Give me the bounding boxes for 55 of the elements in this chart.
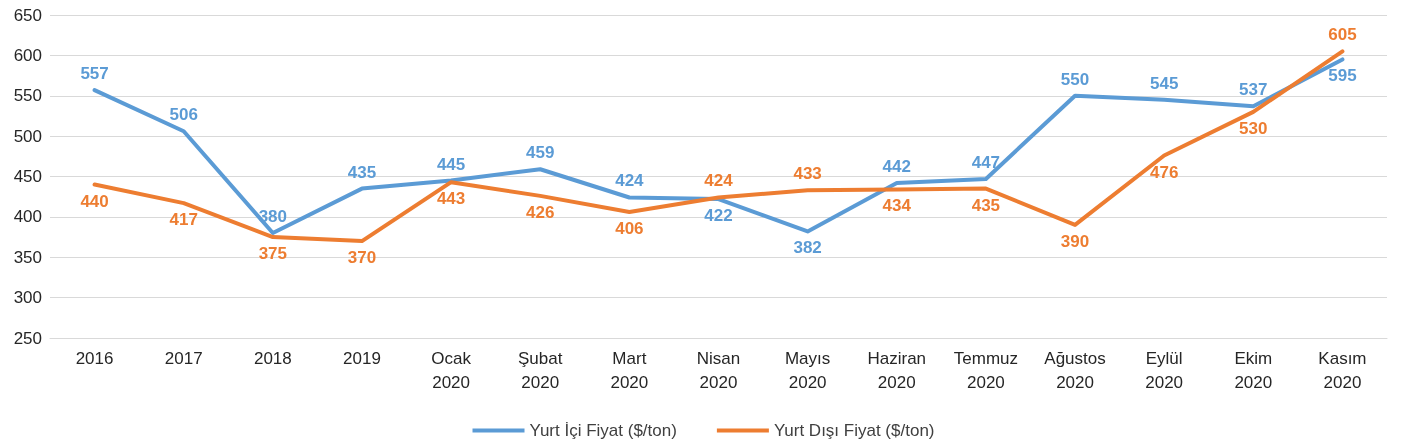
x-tick-label: Mayıs 2020 <box>784 348 831 392</box>
legend-label: Yurt Dışı Fiyat ($/ton) <box>773 421 935 440</box>
data-label: 435 <box>971 195 1001 215</box>
data-label: 476 <box>1149 162 1179 182</box>
data-label: 424 <box>615 171 645 191</box>
y-tick-label: 350 <box>13 247 42 267</box>
x-tick-label: Eylül 2020 <box>1145 348 1184 392</box>
x-tick-label: Temmuz 2020 <box>953 348 1019 392</box>
x-tick-label: Mart 2020 <box>610 348 649 392</box>
data-label: 537 <box>1239 80 1268 100</box>
y-tick-label: 500 <box>13 126 42 146</box>
data-label: 447 <box>971 152 1001 172</box>
y-tick-label: 550 <box>13 86 42 106</box>
data-label: 424 <box>704 171 734 191</box>
x-tick-label: Haziran 2020 <box>867 348 927 392</box>
data-label: 440 <box>80 191 109 211</box>
legend-label: Yurt İçi Fiyat ($/ton) <box>529 421 677 440</box>
data-label: 545 <box>1149 73 1179 93</box>
data-label: 417 <box>169 210 198 230</box>
data-label: 375 <box>258 244 288 264</box>
data-label: 595 <box>1328 66 1357 86</box>
data-label: 445 <box>436 154 466 174</box>
data-label: 435 <box>347 162 377 182</box>
data-label: 370 <box>347 248 377 268</box>
x-tick-label: Ekim 2020 <box>1234 348 1273 392</box>
x-tick-label: Şubat 2020 <box>518 348 563 392</box>
x-tick-label: Nisan 2020 <box>696 348 741 392</box>
y-tick-label: 450 <box>13 167 42 186</box>
data-label: 530 <box>1239 118 1268 138</box>
x-tick-label: Ocak 2020 <box>431 348 472 392</box>
y-tick-label: 650 <box>13 5 42 25</box>
data-label: 605 <box>1328 25 1357 45</box>
data-label: 550 <box>1060 69 1090 89</box>
data-label: 390 <box>1060 231 1090 251</box>
data-label: 382 <box>793 238 822 258</box>
data-label: 426 <box>526 202 555 222</box>
data-label: 406 <box>615 219 644 239</box>
data-label: 422 <box>704 206 733 226</box>
x-tick-label: Ağustos 2020 <box>1044 348 1106 392</box>
data-label: 442 <box>882 156 911 176</box>
y-tick-label: 600 <box>13 45 42 65</box>
x-tick-label: 2019 <box>343 348 381 368</box>
data-label: 506 <box>169 105 198 125</box>
data-label: 433 <box>793 164 822 184</box>
y-tick-label: 400 <box>13 207 42 227</box>
y-tick-label: 250 <box>13 328 42 348</box>
x-tick-label: 2017 <box>164 348 203 368</box>
x-tick-label: 2018 <box>253 348 292 368</box>
x-tick-label: 2016 <box>75 348 114 368</box>
data-label: 434 <box>882 196 912 216</box>
data-label: 459 <box>526 143 555 163</box>
x-tick-label: Kasım 2020 <box>1318 348 1367 392</box>
data-label: 557 <box>80 64 109 84</box>
data-label: 443 <box>436 189 466 209</box>
y-tick-label: 300 <box>13 288 42 308</box>
